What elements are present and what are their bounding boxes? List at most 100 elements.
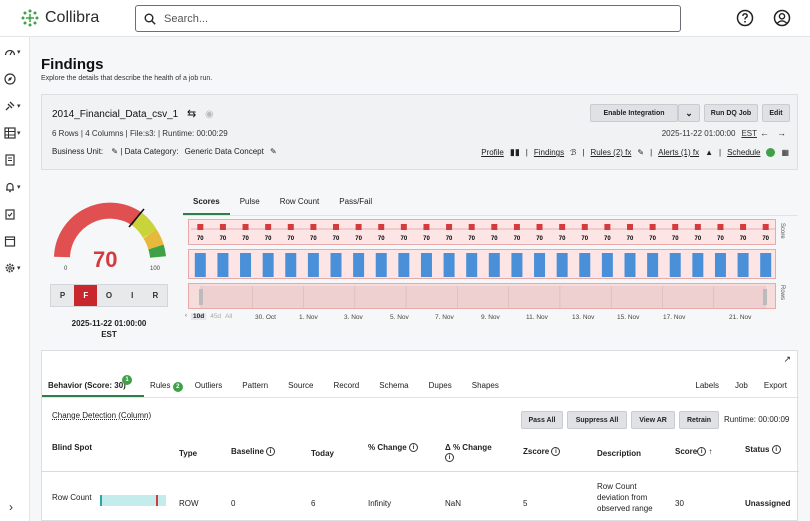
col-delta-pct-change[interactable]: Δ % Change i	[445, 443, 501, 463]
sort-up-icon[interactable]: ↑	[708, 447, 713, 456]
row-count-bar[interactable]	[420, 253, 432, 277]
sidebar-item-connections[interactable]: ▾	[4, 97, 28, 115]
row-count-bar[interactable]	[556, 253, 568, 277]
score-point[interactable]	[400, 224, 407, 230]
alerts-link[interactable]: Alerts (1) fx	[658, 148, 700, 157]
tab-row-count[interactable]: Row Count	[279, 197, 320, 206]
rules-link[interactable]: Rules (2) fx	[590, 148, 632, 157]
tab-schema[interactable]: Schema	[379, 381, 409, 390]
search-box[interactable]	[135, 5, 681, 32]
row-count-bar[interactable]	[285, 253, 297, 277]
retrain-button[interactable]: Retrain	[679, 411, 719, 429]
score-point[interactable]	[672, 224, 679, 230]
row-count-bar[interactable]	[330, 253, 342, 277]
score-point[interactable]	[536, 224, 543, 230]
search-input[interactable]	[164, 12, 644, 25]
tab-labels[interactable]: Labels	[695, 381, 719, 390]
info-icon[interactable]: i	[408, 443, 418, 453]
info-icon[interactable]: i	[771, 445, 781, 455]
profile-link[interactable]: Profile	[481, 148, 504, 157]
swap-icon[interactable]: ⇆	[186, 108, 197, 120]
row-count-bar[interactable]	[194, 253, 206, 277]
col-pct-change[interactable]: % Change i	[368, 443, 418, 453]
range-45d[interactable]: 45d	[210, 313, 222, 320]
score-point[interactable]	[468, 224, 475, 230]
pass-all-button[interactable]: Pass All	[521, 411, 563, 429]
sidebar-item-alerts[interactable]: ▾	[4, 178, 28, 196]
sidebar-item-explore[interactable]	[4, 70, 28, 88]
prev-run-arrow-icon[interactable]: ←	[760, 128, 769, 138]
tab-i[interactable]: I	[131, 291, 134, 300]
tab-pattern[interactable]: Pattern	[242, 381, 269, 390]
next-run-arrow-icon[interactable]: →	[777, 128, 786, 138]
col-score[interactable]: Score i ↑	[675, 447, 712, 457]
navigator-handle-right[interactable]	[763, 289, 767, 305]
integration-dropdown-button[interactable]: ⌄	[678, 104, 700, 122]
findings-icon[interactable]: ℬ	[570, 148, 577, 157]
view-ar-button[interactable]: View AR	[631, 411, 675, 429]
expand-panel-icon[interactable]: ↗	[783, 354, 791, 364]
col-today[interactable]: Today	[311, 449, 334, 458]
tab-rules[interactable]: Rules 2	[144, 375, 189, 397]
tab-scores[interactable]: Scores	[183, 192, 230, 215]
bar-chart-icon[interactable]: ▮▮	[509, 147, 520, 157]
score-point[interactable]	[694, 224, 701, 230]
score-point[interactable]	[717, 224, 724, 230]
score-point[interactable]	[740, 224, 747, 230]
tab-behavior[interactable]: Behavior (Score: 30) 1	[42, 375, 145, 397]
navigator-window[interactable]	[201, 286, 765, 308]
user-account-icon[interactable]	[773, 9, 791, 27]
tab-source[interactable]: Source	[288, 381, 314, 390]
sidebar-item-dashboard[interactable]: ▾	[4, 43, 28, 61]
row-count-bar[interactable]	[624, 253, 636, 277]
col-zscore[interactable]: Zscore i	[523, 447, 561, 457]
tab-r[interactable]: R	[152, 291, 159, 300]
tab-record[interactable]: Record	[333, 381, 360, 390]
tab-dupes[interactable]: Dupes	[428, 381, 452, 390]
score-point[interactable]	[333, 224, 339, 230]
row-count-bar[interactable]	[692, 253, 704, 277]
info-icon[interactable]: i	[266, 447, 276, 457]
score-point[interactable]	[355, 224, 362, 230]
score-point[interactable]	[491, 224, 498, 230]
row-count-bar[interactable]	[601, 253, 613, 277]
row-count-bar[interactable]	[466, 253, 478, 277]
score-point[interactable]	[265, 224, 272, 230]
row-count-bar[interactable]	[760, 253, 772, 277]
range-10d[interactable]: 10d	[191, 313, 207, 320]
edit-pencil-icon[interactable]: ✎	[111, 147, 119, 156]
tab-export[interactable]: Export	[763, 381, 787, 390]
score-point[interactable]	[559, 224, 566, 230]
row-count-bar[interactable]	[511, 253, 523, 277]
row-count-bar[interactable]	[579, 253, 591, 277]
calendar-icon[interactable]: ▦	[781, 148, 789, 157]
info-icon[interactable]: i	[697, 447, 707, 457]
col-description[interactable]: Description	[597, 449, 642, 458]
col-status[interactable]: Status i	[745, 445, 781, 455]
tab-pass-fail[interactable]: Pass/Fail	[339, 197, 373, 206]
wand-icon[interactable]: ✎	[637, 148, 645, 157]
row-count-bar[interactable]	[737, 253, 749, 277]
range-all[interactable]: All	[225, 313, 233, 320]
tab-shapes[interactable]: Shapes	[471, 381, 499, 390]
col-type[interactable]: Type	[179, 449, 198, 458]
row-count-bar[interactable]	[240, 253, 252, 277]
navigator-strip[interactable]	[188, 283, 776, 309]
row-count-bar[interactable]	[669, 253, 681, 277]
row-count-bar[interactable]	[398, 253, 410, 277]
sidebar-item-catalog[interactable]: ▾	[4, 124, 28, 142]
tab-outliers[interactable]: Outliers	[194, 381, 223, 390]
score-point[interactable]	[197, 224, 204, 230]
collibra-logo[interactable]: Collibra	[20, 8, 99, 28]
findings-link[interactable]: Findings	[533, 148, 565, 157]
score-point[interactable]	[378, 224, 385, 230]
row-count-bar[interactable]	[307, 253, 319, 277]
tab-o[interactable]: O	[105, 291, 113, 300]
suppress-all-button[interactable]: Suppress All	[567, 411, 627, 429]
enable-integration-button[interactable]: Enable Integration	[590, 104, 678, 122]
edit-pencil-icon[interactable]: ✎	[270, 147, 277, 156]
score-point[interactable]	[287, 224, 294, 230]
col-blind-spot[interactable]: Blind Spot	[52, 443, 92, 452]
cell-status[interactable]: Unassigned	[745, 499, 791, 508]
navigator-handle-left[interactable]	[199, 289, 203, 305]
